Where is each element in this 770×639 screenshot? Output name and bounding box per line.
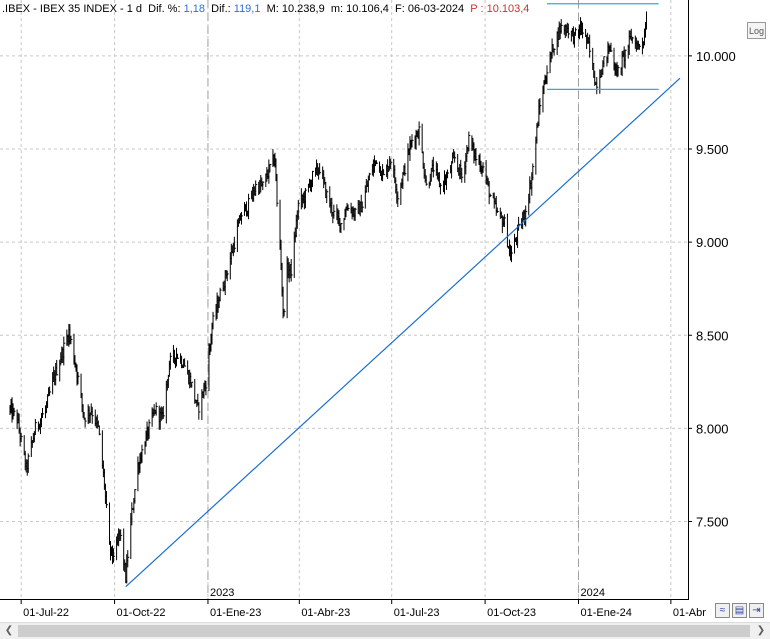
chart-type-icon[interactable]: ≈ <box>715 603 730 618</box>
min-label: m: 10.106,4 <box>330 3 389 15</box>
drawn-lines <box>125 3 681 588</box>
dif-value: 119,1 <box>233 3 261 15</box>
pin-icon[interactable]: ⇥ <box>749 603 764 618</box>
x-tick-label: 01-Jul-23 <box>394 607 440 619</box>
year-label: 2023 <box>210 587 234 599</box>
x-tick-label: 01-Ene-24 <box>580 607 631 619</box>
dif-pct-label: Dif. %: <box>148 3 181 15</box>
max-label: M: 10.238,9 <box>266 3 325 15</box>
date-label: F: 06-03-2024 <box>395 3 465 15</box>
scroll-right-icon[interactable]: ❯ <box>756 625 766 636</box>
scrollbar-thumb[interactable] <box>18 625 750 637</box>
chart-controls: ≈ ▤ ⇥ <box>715 603 764 620</box>
x-tick-label: 01-Abr <box>673 607 706 619</box>
x-tick-label: 01-Oct-23 <box>487 607 536 619</box>
dif-pct-value: 1,18 <box>183 3 206 15</box>
y-tick-label: 9.000 <box>696 235 729 250</box>
x-tick-label: 01-Jul-22 <box>23 607 69 619</box>
year-separators: 2023 2024 <box>207 0 605 600</box>
y-tick-label: 9.500 <box>696 142 729 157</box>
price-series <box>9 11 647 584</box>
x-tick-label: 01-Abr-23 <box>301 607 350 619</box>
y-tick-label: 8.500 <box>696 328 729 343</box>
y-tick-label: 8.000 <box>696 421 729 436</box>
y-tick-label: 10.000 <box>696 49 736 64</box>
horizontal-scrollbar[interactable]: ❮ ❯ <box>0 622 770 639</box>
chart-canvas[interactable]: 2023 2024 7.500 8.000 8.500 9.000 9.500 10.000… <box>0 0 770 622</box>
price-label: P : 10.103,4 <box>470 3 530 15</box>
log-scale-button[interactable]: Log <box>747 22 766 39</box>
x-tick-label: 01-Ene-23 <box>210 607 261 619</box>
scroll-left-icon[interactable]: ❮ <box>4 625 14 636</box>
y-tick-label: 7.500 <box>696 515 729 530</box>
x-tick-label: 01-Oct-22 <box>117 607 166 619</box>
x-axis: 01-Jul-22 01-Oct-22 01-Ene-23 01-Abr-23 01-J… <box>20 600 706 619</box>
support-trendline <box>125 77 681 588</box>
dif-label: Dif.: <box>211 3 231 15</box>
year-label: 2024 <box>580 587 604 599</box>
symbol-label: .IBEX - IBEX 35 INDEX - 1 d <box>2 3 142 15</box>
split-view-icon[interactable]: ▤ <box>732 603 747 618</box>
chart-header: .IBEX - IBEX 35 INDEX - 1 d Dif. %: 1,18… <box>2 3 529 15</box>
